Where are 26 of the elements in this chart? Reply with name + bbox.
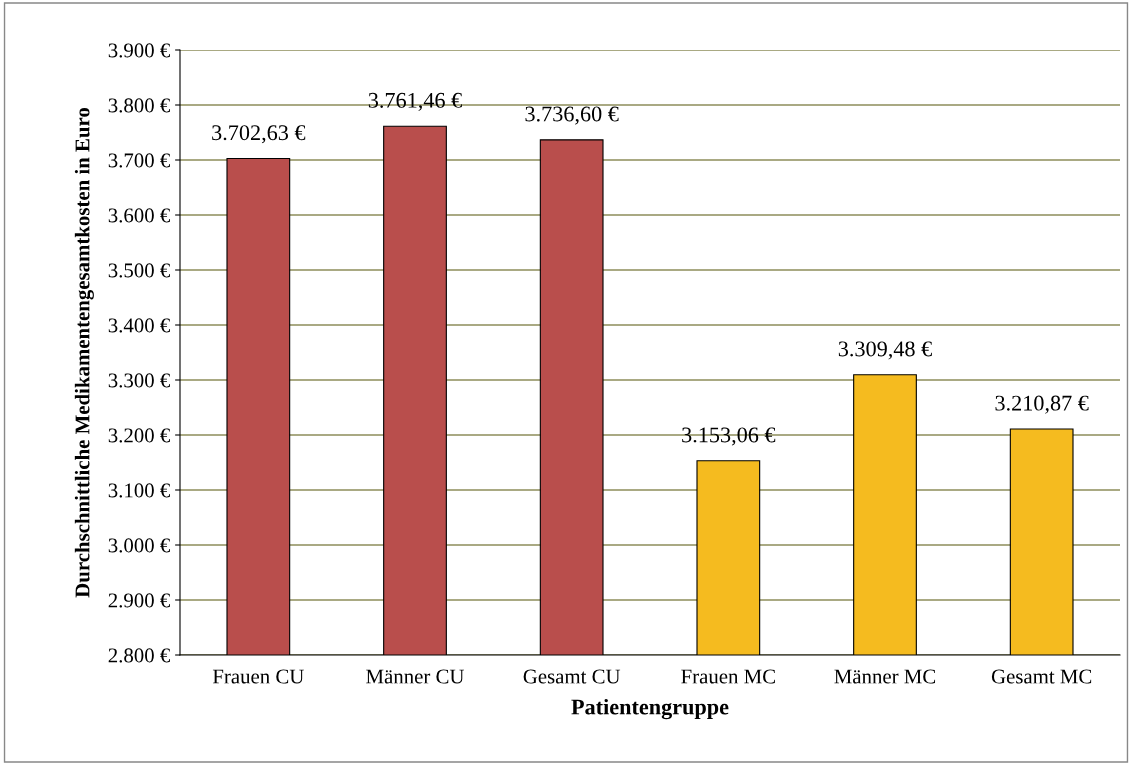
y-tick-label: 3.300 € [108, 373, 170, 388]
x-tick-label: Gesamt MC [991, 669, 1092, 684]
y-axis-title: Durchschnittliche Medikamentengesamtkosten in Euro [74, 108, 94, 598]
y-tick-label: 3.000 € [108, 538, 170, 553]
y-tick-label: 2.800 € [108, 648, 170, 663]
data-label: 3.702,63 € [212, 125, 306, 144]
y-tick-label: 3.800 € [108, 98, 170, 113]
data-label: 3.210,87 € [995, 395, 1089, 414]
y-tick-label: 3.400 € [108, 318, 170, 333]
x-tick-label: Männer CU [366, 669, 465, 684]
y-tick-label: 2.900 € [108, 593, 170, 608]
x-tick-label: Gesamt CU [523, 669, 621, 684]
data-label: 3.736,60 € [525, 106, 619, 125]
x-tick-label: Frauen MC [681, 669, 775, 684]
y-tick-label: 3.700 € [108, 153, 170, 168]
y-tick-label: 3.600 € [108, 208, 170, 223]
x-tick-label: Frauen CU [212, 669, 304, 684]
x-tick-label: Männer MC [834, 669, 936, 684]
x-axis-title: Patientengruppe [571, 698, 729, 720]
y-tick-label: 3.900 € [108, 43, 170, 58]
data-label: 3.309,48 € [838, 341, 932, 360]
y-tick-label: 3.200 € [108, 428, 170, 443]
y-tick-label: 3.100 € [108, 483, 170, 498]
data-label: 3.153,06 € [682, 427, 776, 446]
data-label: 3.761,46 € [368, 92, 462, 111]
y-tick-label: 3.500 € [108, 263, 170, 278]
